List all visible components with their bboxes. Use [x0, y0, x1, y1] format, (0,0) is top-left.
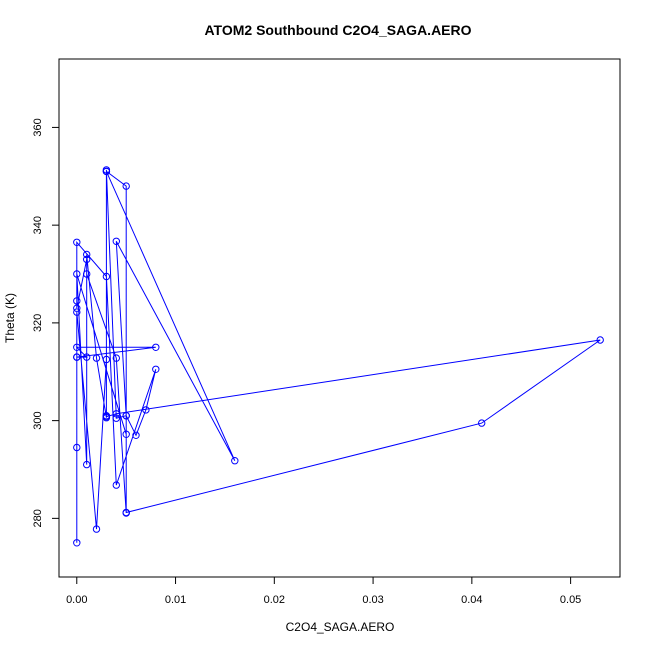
data-point — [112, 481, 121, 489]
data-point — [83, 353, 91, 361]
data-point — [73, 238, 81, 247]
data-point — [83, 250, 91, 259]
data-point — [112, 414, 121, 422]
plot-frame — [58, 58, 621, 578]
data-point — [132, 431, 140, 439]
data-point — [122, 182, 130, 190]
data-point — [73, 270, 81, 278]
y-tick-label: 280 — [32, 509, 44, 527]
y-tick-label: 360 — [32, 118, 44, 136]
data-point — [102, 413, 111, 421]
data-point — [83, 270, 91, 278]
data-point — [83, 460, 91, 469]
series-group — [73, 166, 604, 547]
data-point — [596, 336, 604, 344]
x-tick-label: 0.02 — [264, 594, 285, 606]
y-tick-label: 300 — [32, 411, 44, 429]
x-tick-label: 0.00 — [66, 594, 87, 606]
data-point — [102, 167, 111, 176]
data-point — [112, 410, 121, 418]
x-axis-title: C2O4_SAGA.AERO — [286, 620, 395, 634]
series-line — [75, 169, 601, 543]
y-axis-title: Theta (K) — [3, 293, 17, 343]
data-point — [142, 406, 150, 414]
data-point — [122, 508, 130, 517]
data-point — [102, 272, 111, 281]
data-point — [73, 297, 81, 305]
data-point — [122, 430, 130, 438]
data-point — [83, 255, 91, 264]
y-axis: 280 300 320 340 360 — [32, 118, 60, 528]
data-point — [73, 443, 81, 452]
x-tick-label: 0.05 — [560, 594, 581, 606]
data-point — [73, 353, 81, 361]
x-tick-label: 0.01 — [165, 594, 186, 606]
data-point — [102, 355, 111, 364]
data-point — [152, 343, 160, 351]
data-point — [152, 365, 160, 373]
data-point — [73, 343, 81, 351]
data-point — [112, 354, 121, 362]
y-tick-label: 320 — [32, 314, 44, 332]
data-point — [92, 525, 101, 533]
chart-title: ATOM2 Southbound C2O4_SAGA.AERO — [204, 22, 471, 38]
data-point — [478, 419, 486, 427]
data-point — [73, 308, 81, 316]
data-point — [122, 412, 130, 420]
data-point — [112, 237, 121, 246]
y-tick-label: 340 — [32, 216, 44, 234]
data-point — [73, 539, 81, 547]
data-point — [73, 304, 81, 312]
x-axis: 0.00 0.01 0.02 0.03 0.04 0.05 — [66, 576, 581, 606]
x-tick-label: 0.04 — [461, 594, 482, 606]
data-point — [92, 354, 101, 362]
x-tick-label: 0.03 — [362, 594, 383, 606]
data-point — [231, 457, 239, 465]
